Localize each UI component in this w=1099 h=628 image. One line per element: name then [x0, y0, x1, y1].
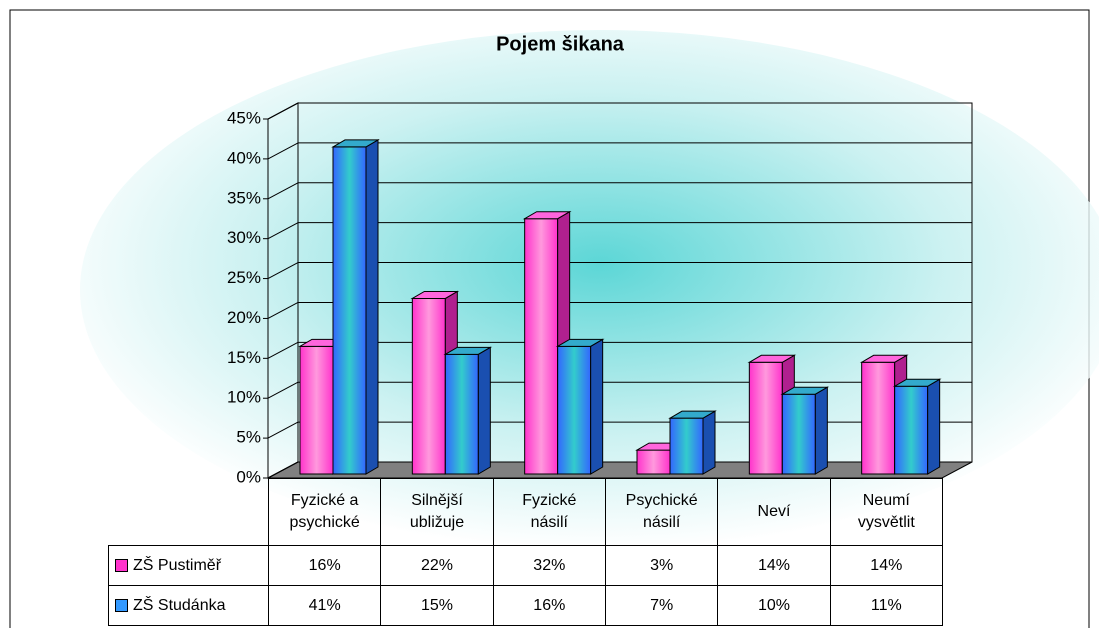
bar-top [747, 354, 797, 363]
category-cell: Psychické násilí [605, 478, 719, 546]
y-tick-label: 0% [236, 467, 261, 486]
bar-side [590, 338, 604, 475]
grid-line-side [267, 461, 299, 479]
cell-text: 41% [308, 596, 341, 614]
cell-text: 3% [650, 556, 674, 574]
y-tick-label: 35% [227, 188, 261, 207]
bar-side [927, 378, 941, 475]
y-tick-label: 25% [227, 268, 261, 287]
cell-text: ZŠ Studánka [133, 596, 226, 614]
cell-text: 14% [757, 556, 790, 574]
y-tick-label: 5% [236, 428, 261, 447]
grid-line-side [267, 341, 299, 359]
cell-text: Fyzické a psychické [289, 492, 360, 531]
value-cell: 3% [605, 545, 719, 586]
cell-text: Neumí vysvětlit [857, 492, 915, 531]
grid-line-side [267, 222, 299, 240]
cell-text: 16% [308, 556, 341, 574]
cell-text: Silnější ubližuje [409, 492, 465, 531]
bar-top [443, 346, 493, 355]
cell-text: 15% [420, 596, 453, 614]
y-tick-label: 15% [227, 348, 261, 367]
bar-side [702, 410, 716, 475]
bar [444, 353, 479, 475]
grid-line-side [267, 182, 299, 200]
bar-top [331, 139, 380, 148]
cell-text: Psychické násilí [625, 492, 698, 531]
bar [299, 345, 334, 475]
chart-title: Pojem šikana [496, 33, 625, 55]
grid-line-side [267, 262, 299, 279]
value-cell: 7% [605, 585, 719, 626]
grid-line-side [267, 381, 299, 399]
bar [524, 218, 559, 475]
bar [781, 393, 816, 475]
bar [861, 361, 896, 475]
value-cell: 10% [717, 585, 831, 626]
bar [636, 449, 671, 475]
bar [557, 345, 592, 475]
cell-text: 11% [870, 596, 902, 614]
legend-swatch [115, 599, 128, 612]
cell-text: 16% [533, 596, 566, 614]
bar [894, 385, 929, 475]
grid-line-side [267, 421, 299, 439]
grid-line-side [267, 102, 299, 120]
cell-text: Fyzické násilí [522, 492, 577, 531]
value-cell: 41% [268, 585, 382, 626]
legend-cell: ZŠ Pustiměř [108, 545, 269, 586]
y-tick-label: 10% [227, 388, 261, 407]
bar-top [859, 354, 909, 363]
y-tick-label: 20% [227, 308, 261, 327]
bar-top [780, 386, 830, 395]
legend-cell: ZŠ Studánka [108, 585, 269, 626]
value-cell: 15% [380, 585, 494, 626]
bar [332, 146, 367, 475]
grid-line-side [267, 302, 299, 319]
category-cell: Silnější ubližuje [380, 478, 494, 546]
y-tick-label: 30% [227, 228, 261, 247]
bar-top [892, 378, 942, 387]
category-cell: Fyzické a psychické [268, 478, 382, 546]
cell-text: ZŠ Pustiměř [133, 556, 222, 574]
bar-top [410, 290, 460, 299]
value-cell: 16% [492, 585, 606, 626]
bar-side [477, 346, 491, 475]
cell-text: 10% [757, 596, 790, 614]
category-cell: Neumí vysvětlit [829, 478, 943, 546]
cell-text: 32% [533, 556, 566, 574]
grid-line-side [267, 142, 299, 160]
bar-side [365, 139, 379, 475]
bar-top [555, 338, 605, 347]
bar [669, 417, 704, 475]
cell-text: 14% [870, 556, 903, 574]
value-cell: 16% [268, 545, 382, 586]
category-cell: Neví [717, 478, 831, 546]
cell-text: 22% [420, 556, 453, 574]
bar-side [814, 386, 828, 475]
value-cell: 14% [717, 545, 831, 586]
y-tick-label: 45% [227, 108, 261, 127]
y-tick-label: 40% [227, 148, 261, 167]
bar-top [668, 410, 717, 419]
bar-top [522, 211, 572, 220]
legend-swatch [115, 559, 128, 572]
value-cell: 11% [829, 585, 943, 626]
cell-text: 7% [650, 596, 674, 614]
value-cell: 14% [829, 545, 943, 586]
value-cell: 22% [380, 545, 494, 586]
bar [411, 297, 446, 475]
cell-text: Neví [757, 503, 791, 520]
bar [748, 361, 783, 475]
category-cell: Fyzické násilí [492, 478, 606, 546]
value-cell: 32% [492, 545, 606, 586]
